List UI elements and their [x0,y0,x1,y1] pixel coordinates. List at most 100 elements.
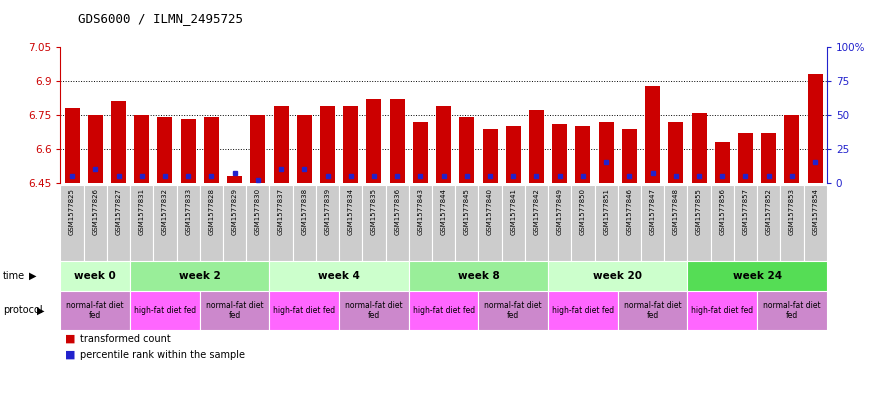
Text: transformed count: transformed count [80,334,171,344]
Bar [506,126,521,183]
Text: high-fat diet fed: high-fat diet fed [692,306,753,315]
Bar [269,261,409,291]
Text: GSM1577837: GSM1577837 [278,188,284,235]
Text: GSM1577848: GSM1577848 [673,188,679,235]
Bar [529,110,544,183]
Bar [572,185,595,261]
Text: GSM1577857: GSM1577857 [742,188,749,235]
Text: GSM1577851: GSM1577851 [603,188,609,235]
Bar [412,122,428,183]
Bar [460,117,475,183]
Text: normal-fat diet
fed: normal-fat diet fed [345,301,403,320]
Text: high-fat diet fed: high-fat diet fed [412,306,475,315]
Text: GSM1577843: GSM1577843 [418,188,423,235]
Bar [204,117,219,183]
Bar [246,185,269,261]
Bar [134,115,149,183]
Text: normal-fat diet
fed: normal-fat diet fed [763,301,821,320]
Text: GSM1577838: GSM1577838 [301,188,308,235]
Bar [455,185,478,261]
Bar [761,133,776,183]
Bar [153,185,177,261]
Text: ■: ■ [65,334,76,344]
Bar [316,185,339,261]
Bar [84,185,107,261]
Bar [269,291,339,330]
Text: time: time [3,271,25,281]
Bar [621,129,637,183]
Bar [339,185,363,261]
Bar [598,122,613,183]
Bar [339,291,409,330]
Text: high-fat diet fed: high-fat diet fed [552,306,614,315]
Bar [549,261,687,291]
Text: GSM1577842: GSM1577842 [533,188,540,235]
Bar [738,133,753,183]
Bar [292,185,316,261]
Text: normal-fat diet
fed: normal-fat diet fed [67,301,124,320]
Text: GSM1577832: GSM1577832 [162,188,168,235]
Text: GSM1577850: GSM1577850 [580,188,586,235]
Bar [432,185,455,261]
Bar [60,261,130,291]
Text: GSM1577834: GSM1577834 [348,188,354,235]
Text: high-fat diet fed: high-fat diet fed [273,306,335,315]
Bar [363,185,386,261]
Text: GSM1577856: GSM1577856 [719,188,725,235]
Bar [784,115,799,183]
Text: normal-fat diet
fed: normal-fat diet fed [485,301,542,320]
Bar [669,122,684,183]
Bar [757,185,781,261]
Bar [297,115,312,183]
Bar [200,291,269,330]
Bar [549,291,618,330]
Bar [734,185,757,261]
Bar [618,185,641,261]
Text: ■: ■ [65,350,76,360]
Bar [65,108,80,183]
Text: week 2: week 2 [179,271,220,281]
Text: GSM1577841: GSM1577841 [510,188,517,235]
Bar [618,291,687,330]
Bar [223,185,246,261]
Text: GSM1577845: GSM1577845 [464,188,469,235]
Text: GSM1577847: GSM1577847 [650,188,655,235]
Text: GSM1577855: GSM1577855 [696,188,702,235]
Bar [645,86,661,183]
Bar [130,291,200,330]
Text: GSM1577829: GSM1577829 [232,188,237,235]
Text: ▶: ▶ [29,271,36,281]
Text: protocol: protocol [3,305,43,316]
Bar [409,261,549,291]
Bar [478,185,501,261]
Text: GSM1577835: GSM1577835 [371,188,377,235]
Text: high-fat diet fed: high-fat diet fed [134,306,196,315]
Text: week 8: week 8 [458,271,500,281]
Text: GSM1577852: GSM1577852 [765,188,772,235]
Text: GSM1577854: GSM1577854 [813,188,818,235]
Bar [343,106,358,183]
Bar [687,261,827,291]
Text: GSM1577849: GSM1577849 [557,188,563,235]
Bar [549,185,572,261]
Text: GSM1577830: GSM1577830 [255,188,260,235]
Text: week 4: week 4 [318,271,360,281]
Bar [60,185,84,261]
Bar [366,99,381,183]
Bar [664,185,687,261]
Bar [251,115,266,183]
Bar [111,101,126,183]
Text: ▶: ▶ [37,305,44,316]
Text: GSM1577836: GSM1577836 [394,188,400,235]
Bar [483,129,498,183]
Text: GSM1577827: GSM1577827 [116,188,122,235]
Text: GSM1577833: GSM1577833 [185,188,191,235]
Text: percentile rank within the sample: percentile rank within the sample [80,350,245,360]
Bar [575,126,590,183]
Text: normal-fat diet
fed: normal-fat diet fed [624,301,682,320]
Bar [386,185,409,261]
Text: GDS6000 / ILMN_2495725: GDS6000 / ILMN_2495725 [78,12,244,25]
Text: GSM1577831: GSM1577831 [139,188,145,235]
Text: GSM1577840: GSM1577840 [487,188,493,235]
Bar [130,185,153,261]
